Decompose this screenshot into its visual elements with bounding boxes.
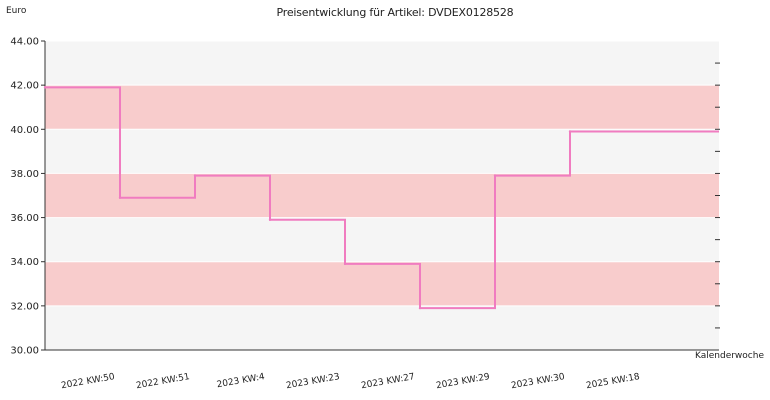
background-band bbox=[45, 261, 719, 306]
price-point bbox=[493, 174, 497, 177]
price-point bbox=[193, 174, 197, 177]
price-series-line bbox=[45, 86, 719, 310]
x-tick-label: 2023 KW:30 bbox=[510, 372, 565, 391]
background-band bbox=[45, 85, 719, 130]
chart-title: Preisentwicklung für Artikel: DVDEX01285… bbox=[276, 6, 514, 19]
y-tick-label: 42.00 bbox=[10, 81, 39, 92]
price-point bbox=[268, 218, 272, 221]
x-tick-label: 2023 KW:27 bbox=[360, 372, 415, 391]
x-tick-label: 2023 KW:23 bbox=[285, 372, 340, 391]
background-band bbox=[45, 41, 719, 86]
x-tick-label: 2022 KW:51 bbox=[135, 372, 190, 391]
background-band bbox=[45, 305, 719, 350]
y-tick-label: 40.00 bbox=[10, 125, 39, 136]
price-point bbox=[43, 86, 47, 89]
y-tick-label: 30.00 bbox=[10, 346, 39, 357]
x-tick-label: 2023 KW:29 bbox=[435, 372, 490, 391]
y-tick-label: 34.00 bbox=[10, 257, 39, 268]
y-axis-label: Euro bbox=[6, 6, 27, 16]
background-band bbox=[45, 129, 719, 174]
background-band bbox=[45, 173, 719, 218]
price-point bbox=[343, 262, 347, 266]
y-tick-label: 44.00 bbox=[10, 37, 39, 48]
y-tick-label: 32.00 bbox=[10, 301, 39, 312]
price-point bbox=[418, 306, 422, 310]
y-tick-label: 38.00 bbox=[10, 169, 39, 180]
x-tick-label: 2025 KW:18 bbox=[585, 372, 640, 391]
x-axis-label: Kalenderwoche bbox=[694, 351, 764, 361]
y-tick-label: 36.00 bbox=[10, 213, 39, 224]
price-point bbox=[568, 130, 572, 133]
price-point bbox=[118, 196, 122, 199]
background-band bbox=[45, 217, 719, 262]
x-tick-label: 2022 KW:50 bbox=[60, 372, 115, 391]
x-tick-label: 2023 KW:4 bbox=[216, 372, 266, 390]
